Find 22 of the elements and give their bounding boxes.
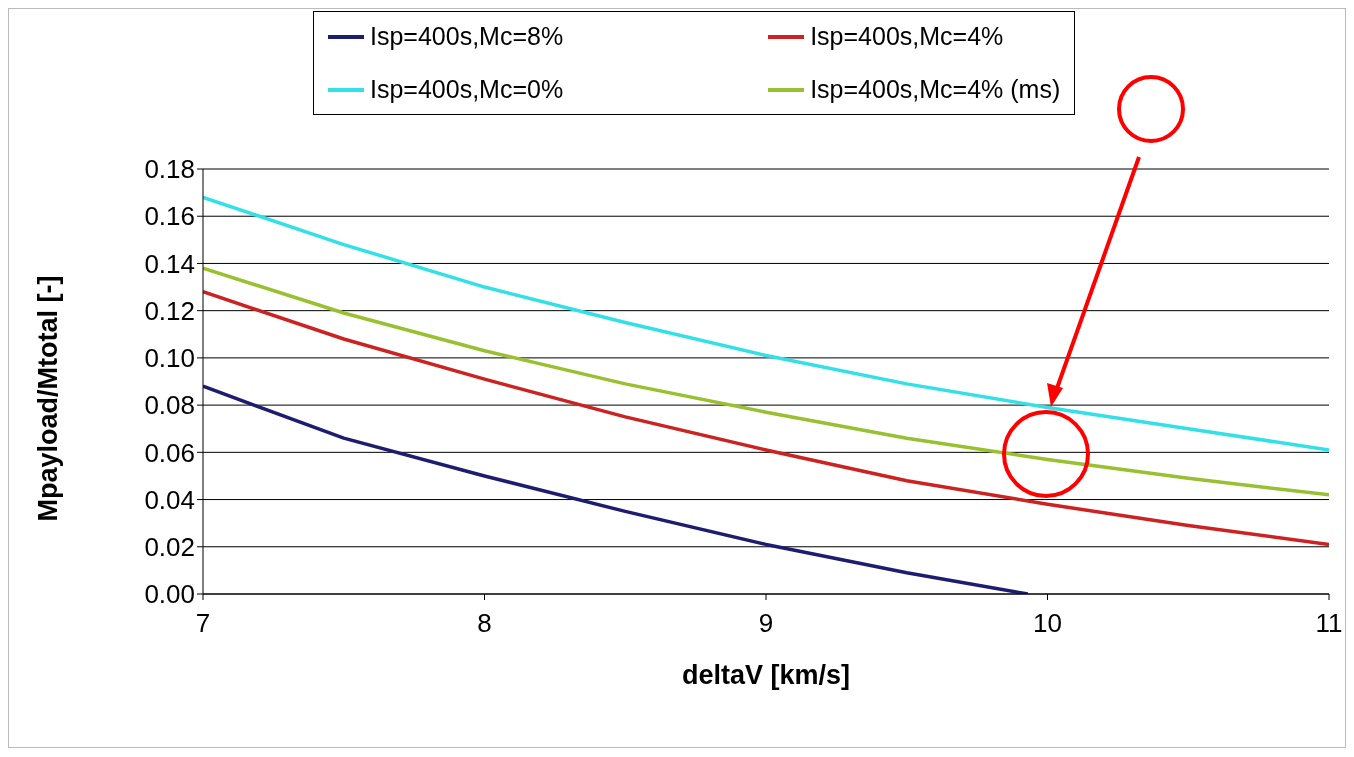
legend-label: Isp=400s,Mc=4% xyxy=(810,22,1004,51)
y-tick-label: 0.02 xyxy=(144,532,195,563)
y-axis-title: Mpayload/Mtotal [-] xyxy=(32,275,63,522)
legend-label: Isp=400s,Mc=8% xyxy=(370,22,564,51)
y-tick-label: 0.00 xyxy=(144,579,195,610)
y-tick-label: 0.18 xyxy=(144,154,195,185)
legend-label: Isp=400s,Mc=4% (ms) xyxy=(810,75,1061,104)
y-tick-label: 0.04 xyxy=(144,484,195,515)
line-series xyxy=(203,384,1030,594)
y-tick-label: 0.08 xyxy=(144,390,195,421)
y-tick-label: 0.14 xyxy=(144,248,195,279)
x-tick-label: 8 xyxy=(477,608,492,639)
y-tick-label: 0.12 xyxy=(144,295,195,326)
x-axis-title: deltaV [km/s] xyxy=(681,660,851,690)
x-tick-label: 9 xyxy=(758,608,774,639)
legend-label: Isp=400s,Mc=0% xyxy=(370,75,564,104)
y-tick-label: 0.16 xyxy=(144,201,195,232)
y-tick-label: 0.06 xyxy=(144,437,195,468)
x-tick-label: 7 xyxy=(195,608,211,639)
x-tick-label: 11 xyxy=(1315,608,1343,639)
y-tick-label: 0.10 xyxy=(144,343,195,374)
x-tick-label: 10 xyxy=(1033,608,1062,639)
